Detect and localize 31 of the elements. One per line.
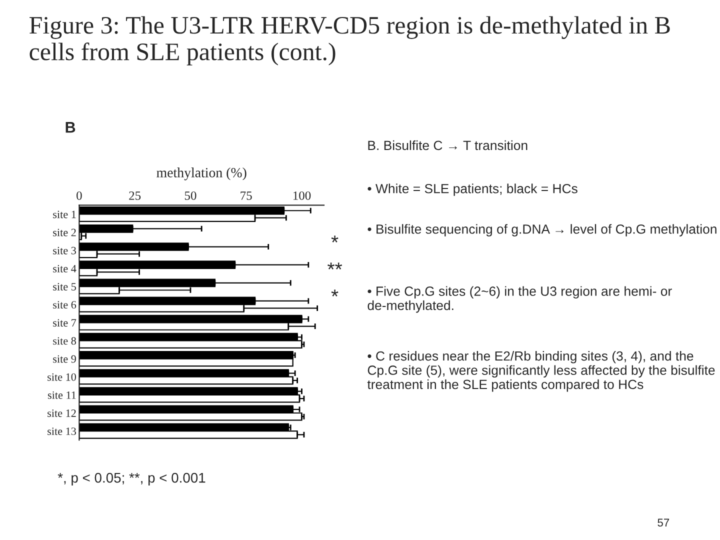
y-tick-label: site 8 [53, 337, 76, 345]
text: * [331, 236, 338, 242]
text: • C residues near the E2/Rb binding sites (3, 4), and the Cp.G site (5), were significantly less affected by the bisulfite treatment in the SLE patients compared to HCs [367, 351, 715, 392]
y-tick-label: site 5 [53, 283, 76, 290]
text: 57 [658, 518, 670, 527]
x-tick-label: 25 [129, 191, 141, 200]
y-tick-label: site 4 [53, 264, 76, 272]
y-tick-label: site 10 [48, 373, 76, 381]
y-tick-label: site 3 [53, 246, 76, 254]
text: B. Bisulfite C → T transition [368, 140, 528, 150]
x-tick-label: 100 [293, 191, 311, 200]
y-tick-label: site 11 [48, 391, 76, 399]
text: • White = SLE patients; black = HCs [368, 184, 578, 196]
text: ** [328, 262, 342, 270]
text: *, p < 0.05; **, p < 0.001 [58, 472, 206, 486]
text: • Five Cp.G sites (2~6) in the U3 region are hemi- or de-methylated. [368, 286, 672, 313]
y-tick-label: site 2 [53, 228, 76, 236]
y-tick-label: site 12 [48, 409, 76, 417]
text: • Bisulfite sequencing of g.DNA → level of Cp.G methylation [368, 224, 716, 236]
y-tick-label: site 9 [53, 355, 76, 363]
text: B [66, 122, 76, 133]
x-axis-title: methylation (%) [156, 168, 246, 180]
x-tick-label: 0 [76, 191, 82, 200]
x-tick-label: 50 [184, 191, 196, 200]
x-tick-label: 75 [240, 192, 252, 200]
y-tick-label: site 6 [53, 301, 76, 309]
y-tick-label: site 1 [53, 210, 76, 218]
y-tick-label: site 7 [53, 319, 76, 327]
y-tick-label: site 13 [48, 428, 76, 436]
chart-title: Figure 3: The U3-LTR HERV-CD5 region is de-methylated in B cells from SLE patients (cont.) [30, 16, 670, 66]
text: * [331, 290, 338, 296]
